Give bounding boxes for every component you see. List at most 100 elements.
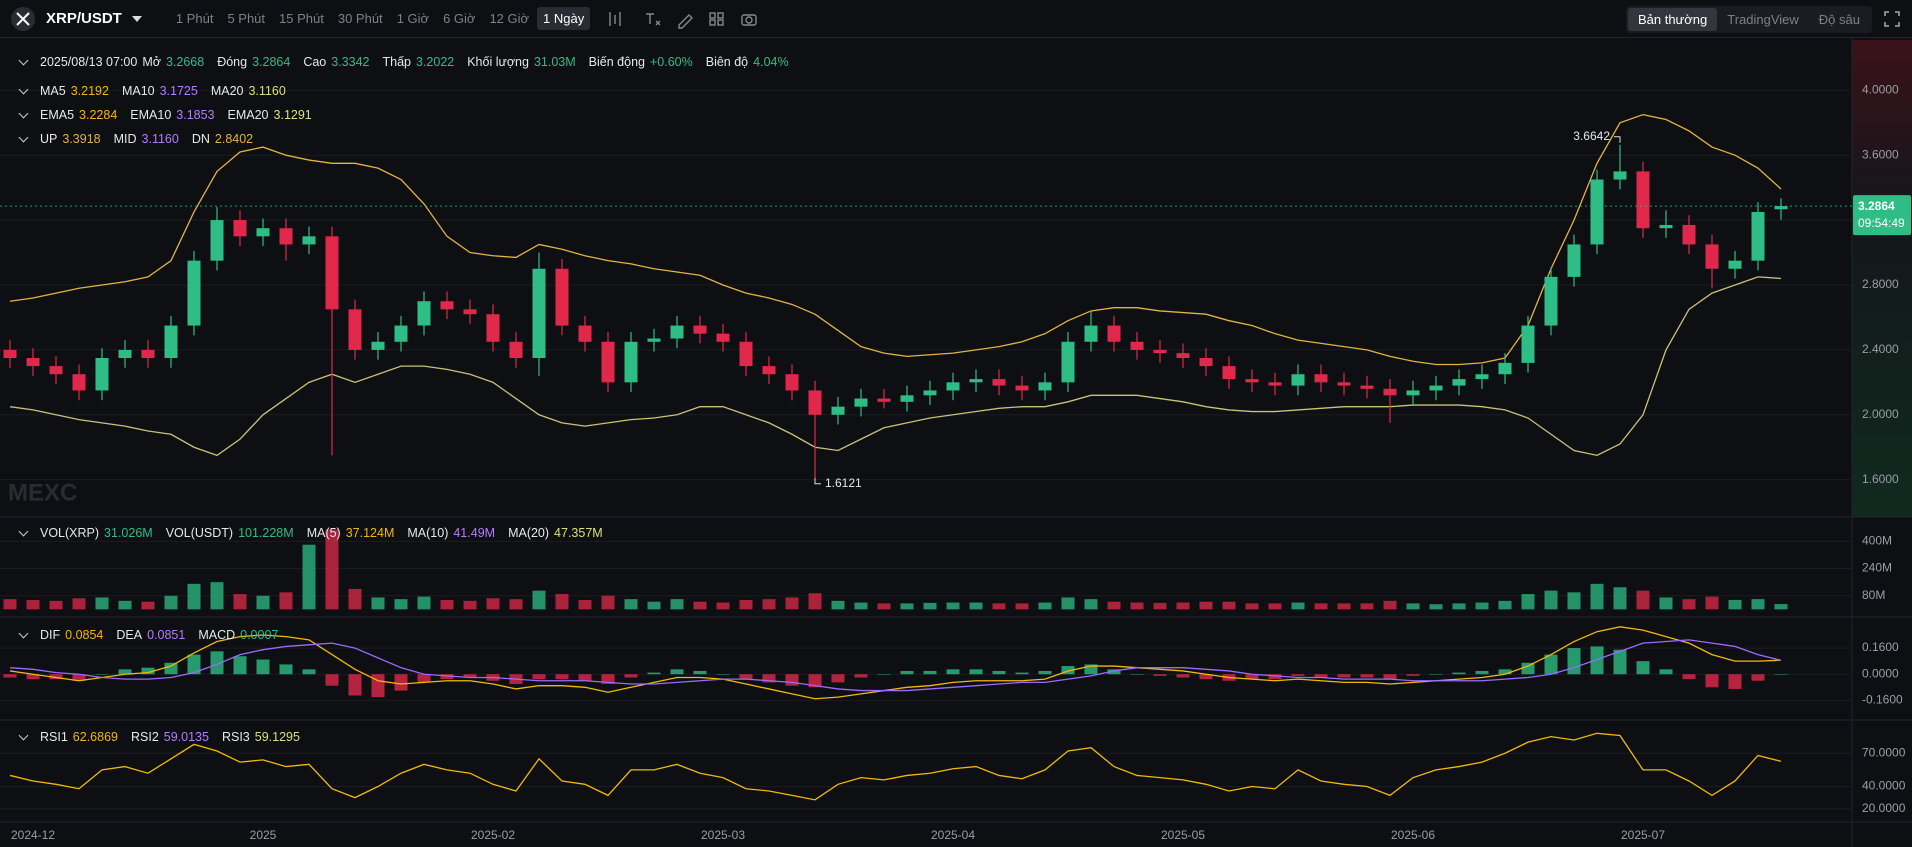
macd-bar (164, 662, 178, 675)
interval-button[interactable]: 1 Giờ (396, 11, 430, 26)
legend-row: MA5 3.2192 MA10 3.1725 MA20 3.1160 (18, 82, 294, 100)
collapse-icon[interactable] (18, 730, 29, 740)
y-tick-label: 0.1600 (1862, 640, 1899, 654)
candle-body (1452, 379, 1466, 386)
volume-bar (3, 599, 17, 610)
legend-label: DEA (116, 628, 143, 642)
legend-value: 3.1160 (248, 84, 286, 98)
macd-bar (624, 674, 638, 678)
volume-bar (1774, 604, 1788, 610)
dropdown-icon[interactable] (130, 14, 144, 24)
interval-button[interactable]: 12 Giờ (489, 11, 530, 26)
volume-bar (1659, 597, 1673, 610)
volume-bar (693, 601, 707, 610)
fullscreen-icon[interactable] (1884, 11, 1900, 27)
candle-body (486, 314, 500, 342)
volume-bar (509, 599, 523, 610)
y-tick-label: 400M (1862, 533, 1892, 547)
volume-bar (900, 603, 914, 610)
interval-button[interactable]: 5 Phút (227, 11, 266, 26)
candle-body (141, 349, 155, 358)
volume-bar (1268, 603, 1282, 610)
collapse-icon[interactable] (18, 628, 29, 638)
volume-bar (969, 602, 983, 610)
info-value: 3.2864 (252, 55, 291, 69)
legend-row: EMA5 3.2284 EMA10 3.1853 EMA20 3.1291 (18, 106, 320, 124)
legend-label: MA(5) (306, 526, 341, 540)
legend-label: DN (191, 132, 210, 146)
interval-button[interactable]: 6 Giờ (443, 11, 476, 26)
info-value: 3.2668 (165, 55, 205, 69)
candle-body (3, 349, 17, 358)
candle-body (1682, 224, 1696, 245)
candle-body (463, 309, 477, 315)
macd-bar (1751, 674, 1765, 681)
candle-body (739, 341, 753, 367)
legend-label: VOL(XRP) (40, 526, 100, 540)
watermark: MEXC (8, 479, 77, 506)
candle-body (187, 260, 201, 326)
interval-button[interactable]: 15 Phút (279, 11, 324, 26)
legend-row: DIF 0.0854 DEA 0.0851 MACD 0.0007 (18, 626, 286, 644)
volume-bar (486, 598, 500, 610)
volume-bar (279, 592, 293, 610)
macd-bar (693, 670, 707, 675)
volume-bar (808, 593, 822, 610)
candle-body (578, 325, 592, 342)
legend-label: RSI2 (130, 730, 159, 744)
volume-bar (325, 529, 339, 610)
macd-bar (1705, 674, 1719, 688)
candle-body (854, 398, 868, 407)
x-tick-label: 2025-06 (1391, 828, 1435, 842)
macd-bar (233, 656, 247, 675)
volume-bar (1452, 603, 1466, 610)
legend-label: MA5 (40, 84, 66, 98)
x-tick-label: 2024-12 (11, 828, 55, 842)
view-button[interactable]: TradingView (1727, 12, 1799, 27)
volume-bar (118, 600, 132, 610)
macd-bar (371, 674, 385, 698)
collapse-icon[interactable] (18, 108, 29, 118)
macd-bar (877, 674, 891, 675)
volume-bar (1130, 602, 1144, 610)
volume-bar (348, 588, 362, 610)
candle-body (785, 374, 799, 391)
interval-button[interactable]: 1 Phút (175, 11, 214, 26)
volume-bar (440, 599, 454, 610)
volume-bar (578, 599, 592, 610)
interval-button[interactable]: 30 Phút (337, 11, 383, 26)
info-value: 4.04% (753, 55, 789, 69)
candle-body (624, 341, 638, 383)
volume-bar (1245, 603, 1259, 610)
collapse-icon[interactable] (18, 526, 29, 536)
volume-bar (1429, 604, 1443, 610)
legend-value: 47.357M (554, 526, 603, 540)
candle-body (1153, 349, 1167, 354)
legend-label: MA10 (121, 84, 155, 98)
view-button[interactable]: Bản thường (1627, 8, 1718, 31)
countdown: 09:54:49 (1858, 216, 1905, 230)
legend-label: RSI3 (221, 730, 250, 744)
volume-bar (1314, 603, 1328, 610)
y-tick-label: 240M (1862, 561, 1892, 575)
macd-bar (532, 674, 546, 680)
collapse-icon[interactable] (18, 84, 29, 94)
collapse-icon[interactable] (18, 132, 29, 142)
view-button[interactable]: Độ sâu (1818, 12, 1860, 27)
candle-body (26, 358, 40, 367)
candle-body (1337, 382, 1351, 386)
macd-bar (1544, 654, 1558, 675)
logo[interactable] (10, 6, 36, 32)
tool-icons[interactable] (606, 9, 776, 29)
volume-bar (302, 544, 316, 610)
info-label: Thấp (382, 55, 411, 69)
symbol[interactable]: XRP/USDT (46, 10, 122, 27)
candle-body (72, 374, 86, 391)
macd-bar (1567, 648, 1581, 675)
volume-bar (1636, 590, 1650, 610)
y-tick-label: 2.4000 (1862, 342, 1899, 356)
macd-bar (969, 669, 983, 675)
info-value: 3.3342 (331, 55, 370, 69)
info-label: Mở (142, 55, 161, 69)
interval-button[interactable]: 1 Ngày (537, 7, 591, 30)
